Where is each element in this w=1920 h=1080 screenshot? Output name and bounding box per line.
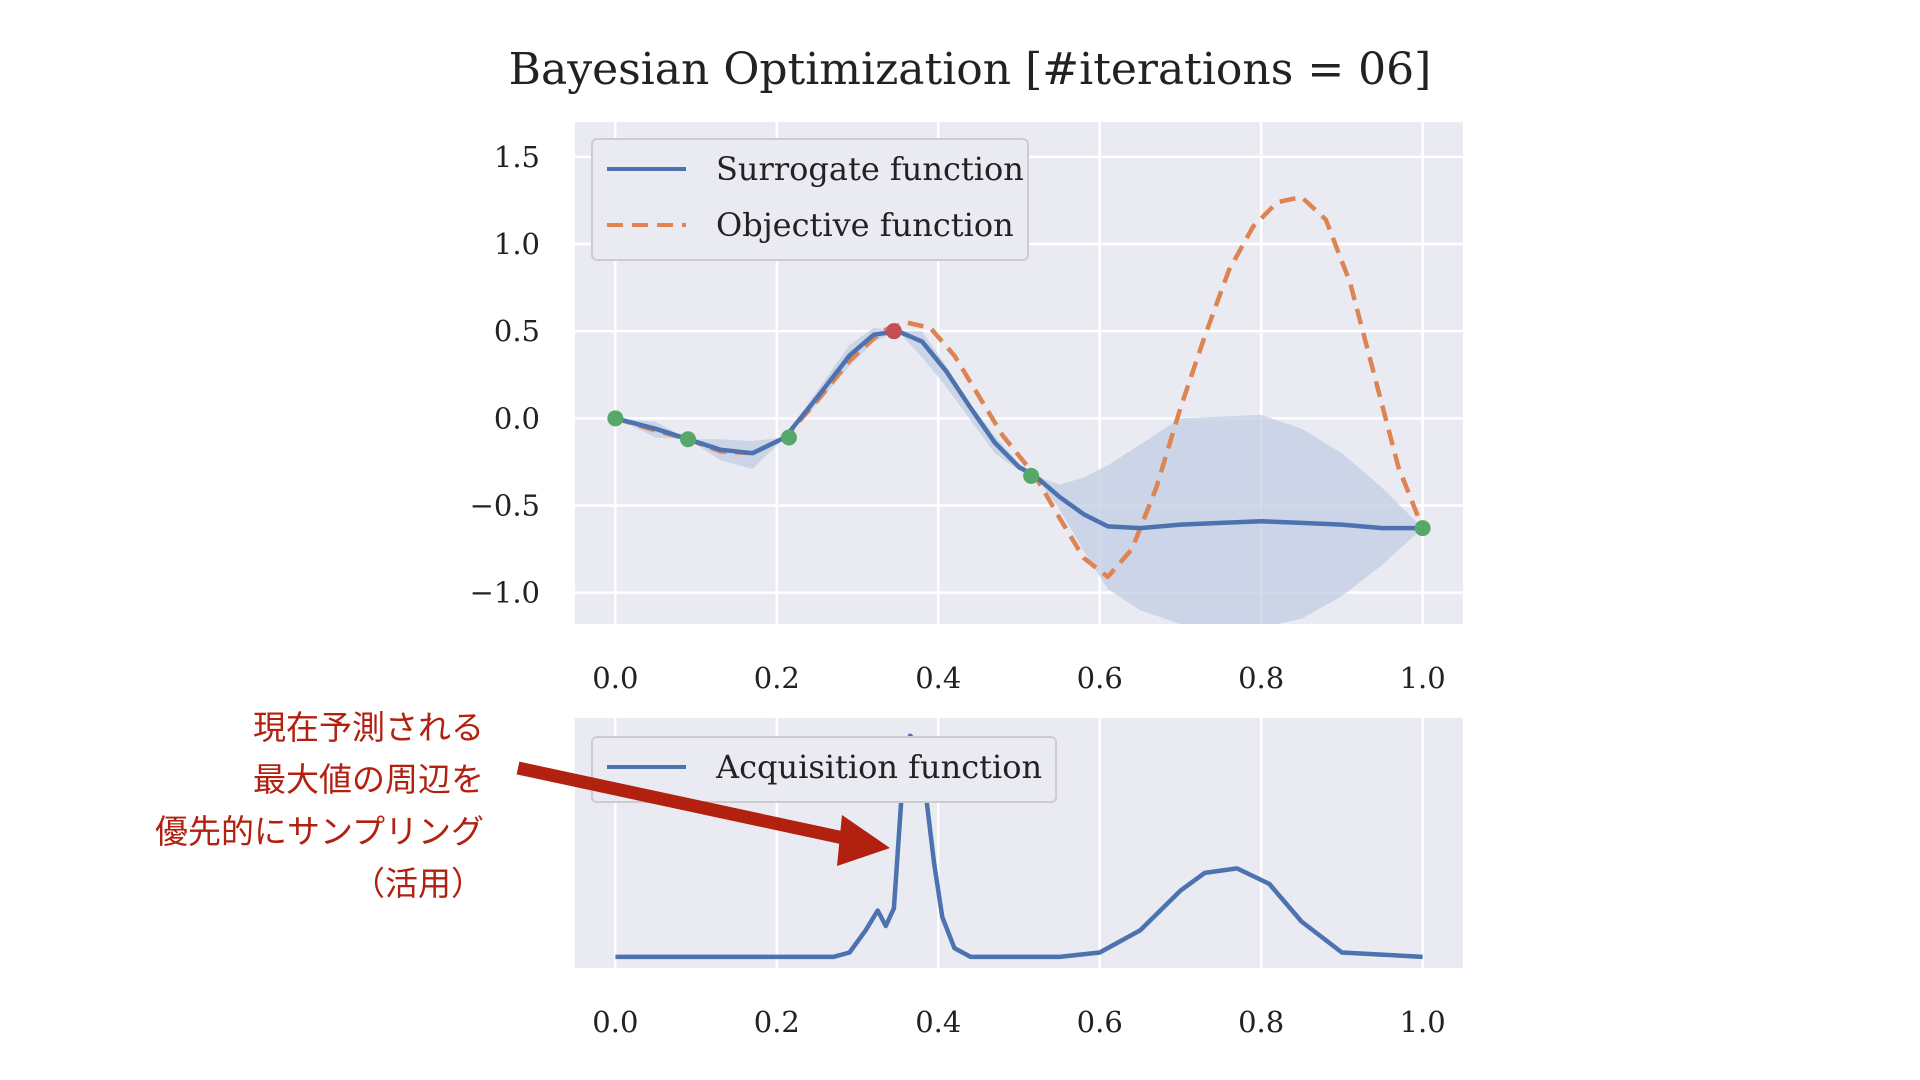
sample-point [607, 410, 624, 427]
acq-xtick-label: 0.8 [1238, 1005, 1284, 1039]
acq-xtick-label: 0.6 [1077, 1005, 1123, 1039]
legend-surrogate-label: Surrogate function [716, 150, 1024, 188]
main-ytick-label: −1.0 [470, 576, 540, 610]
acq-xtick-label: 1.0 [1400, 1005, 1446, 1039]
main-xtick-label: 0.6 [1077, 661, 1123, 695]
main-xtick-label: 0.4 [915, 661, 961, 695]
sample-point [1023, 467, 1040, 484]
legend-objective-label: Objective function [716, 206, 1014, 244]
annotation-line-3: 優先的にサンプリング [154, 812, 484, 851]
acq-xtick-label: 0.4 [915, 1005, 961, 1039]
acquisition-legend-box [591, 736, 1057, 803]
annotation-arrow [516, 761, 890, 866]
annotation-line-4: （活用） [352, 864, 484, 903]
main-xtick-label: 0.2 [754, 661, 800, 695]
main-ytick-label: 0.0 [494, 401, 540, 435]
main-legend-box [591, 138, 1029, 261]
sample-point [1414, 520, 1431, 537]
surrogate-function-line [614, 328, 1423, 531]
acq-xtick-label: 0.2 [754, 1005, 800, 1039]
sample-point [780, 429, 797, 446]
main-ytick-label: 0.5 [494, 314, 540, 348]
main-ytick-label: 1.5 [494, 140, 540, 174]
main-xtick-label: 0.8 [1238, 661, 1284, 695]
sample-point [680, 431, 697, 448]
figure-title: Bayesian Optimization [#iterations = 06] [509, 44, 1432, 95]
main-ytick-label: −0.5 [470, 488, 540, 522]
acquisition-plot: 0.0 0.2 0.4 0.6 0.8 1.0 Acquisition function [575, 718, 1463, 1039]
main-xtick-label: 1.0 [1400, 661, 1446, 695]
exploitation-annotation: 現在予測される 最大値の周辺を 優先的にサンプリング （活用） [64, 702, 484, 910]
acquisition-function-line [615, 733, 1423, 960]
main-legend: Surrogate function Objective function [591, 138, 1029, 261]
annotation-line-2: 最大値の周辺を [253, 760, 484, 799]
acquisition-legend: Acquisition function [591, 736, 1057, 803]
main-ytick-label: 1.0 [494, 227, 540, 261]
current-best-point [885, 323, 902, 340]
annotation-line-1: 現在予測される [253, 708, 484, 747]
legend-acquisition-label: Acquisition function [715, 748, 1042, 786]
main-xtick-label: 0.0 [592, 661, 638, 695]
main-plot: 0.0 0.2 0.4 0.6 0.8 1.0 −1.0−0.50.00.51.01.5 … [470, 122, 1463, 695]
acq-xtick-label: 0.0 [592, 1005, 638, 1039]
